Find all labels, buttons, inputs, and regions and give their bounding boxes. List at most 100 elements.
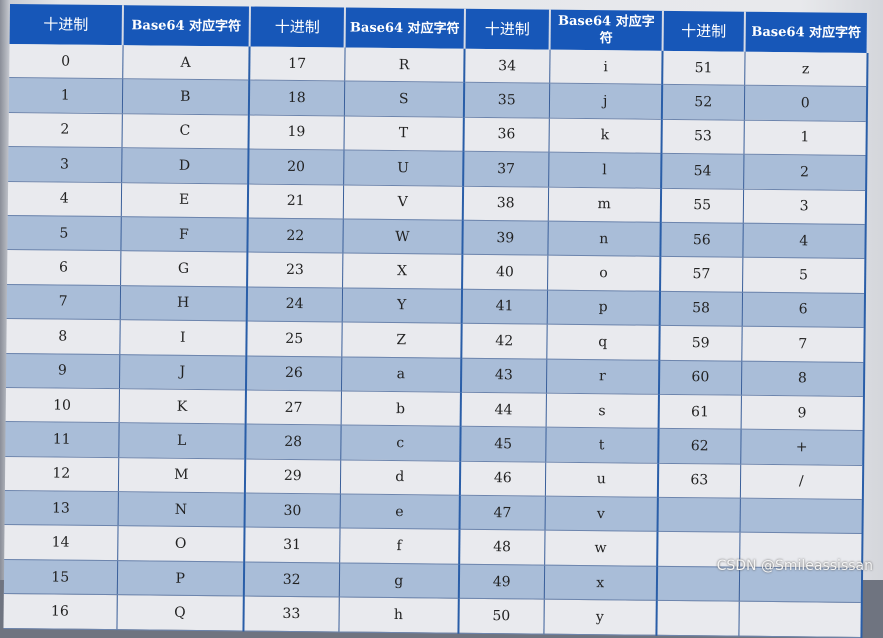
decimal-cell: 39 bbox=[462, 220, 548, 256]
decimal-cell: 0 bbox=[9, 43, 123, 80]
decimal-cell bbox=[657, 497, 740, 533]
base64-char-cell: H bbox=[119, 285, 248, 322]
base64-char-cell bbox=[738, 601, 862, 638]
decimal-cell: 60 bbox=[658, 359, 742, 396]
base64-char-cell: r bbox=[545, 358, 660, 395]
decimal-cell: 50 bbox=[458, 598, 544, 634]
decimal-cell: 42 bbox=[461, 323, 547, 359]
decimal-cell: 1 bbox=[8, 77, 123, 114]
decimal-cell: 53 bbox=[661, 119, 744, 155]
decimal-cell: 28 bbox=[245, 424, 341, 460]
base64-char-cell: 2 bbox=[743, 154, 867, 191]
base64-char-cell: 3 bbox=[742, 188, 867, 225]
base64-char-cell: T bbox=[343, 115, 464, 152]
decimal-cell: 30 bbox=[244, 493, 340, 529]
base64-char-cell: c bbox=[340, 425, 461, 461]
base64-char-cell: 0 bbox=[743, 85, 868, 122]
base64-char-cell: a bbox=[340, 356, 462, 393]
base64-char-cell: D bbox=[121, 147, 249, 184]
base64-char-cell: b bbox=[340, 390, 461, 427]
base64-char-cell: w bbox=[544, 530, 658, 567]
base64-char-cell: F bbox=[120, 216, 248, 253]
base64-char-cell: E bbox=[120, 182, 249, 218]
base64-char-cell: f bbox=[339, 528, 460, 565]
decimal-cell: 31 bbox=[244, 527, 340, 563]
header-decimal: 十进制 bbox=[464, 8, 550, 50]
decimal-cell: 18 bbox=[248, 80, 345, 116]
decimal-cell: 8 bbox=[6, 318, 120, 355]
decimal-cell: 38 bbox=[462, 185, 549, 222]
base64-char-cell: u bbox=[544, 461, 659, 498]
base64-char-cell: R bbox=[344, 47, 465, 83]
base64-char-cell: o bbox=[547, 255, 661, 292]
base64-char-cell: W bbox=[342, 218, 463, 255]
base64-char-cell: / bbox=[739, 463, 864, 500]
base64-char-cell: z bbox=[744, 51, 868, 87]
base64-char-cell: 4 bbox=[742, 223, 866, 259]
decimal-cell: 27 bbox=[245, 389, 341, 426]
decimal-cell: 57 bbox=[660, 256, 743, 292]
base64-char-cell bbox=[739, 498, 863, 534]
decimal-cell: 34 bbox=[464, 48, 550, 84]
base64-char-cell: j bbox=[548, 83, 663, 120]
decimal-cell: 41 bbox=[461, 288, 548, 325]
base64-char-cell: m bbox=[547, 186, 662, 223]
decimal-cell: 16 bbox=[3, 593, 117, 630]
decimal-cell: 52 bbox=[661, 84, 745, 120]
base64-char-cell: n bbox=[547, 221, 661, 257]
base64-char-cell: d bbox=[339, 459, 461, 496]
decimal-cell: 10 bbox=[5, 387, 119, 423]
base64-char-cell: 5 bbox=[742, 257, 866, 294]
decimal-cell: 48 bbox=[459, 529, 545, 565]
decimal-cell: 29 bbox=[244, 458, 341, 495]
base64-char-cell: 1 bbox=[743, 119, 867, 156]
decimal-cell: 5 bbox=[7, 215, 121, 252]
decimal-cell bbox=[656, 600, 739, 636]
base64-char-cell: Y bbox=[341, 287, 463, 324]
base64-char-cell: I bbox=[119, 319, 247, 356]
header-decimal: 十进制 bbox=[9, 4, 123, 46]
base64-char-cell: G bbox=[120, 251, 248, 287]
decimal-cell: 43 bbox=[460, 357, 547, 394]
base64-char-cell: X bbox=[342, 253, 463, 289]
decimal-cell: 62 bbox=[658, 428, 741, 464]
decimal-cell: 14 bbox=[4, 524, 118, 561]
header-base64-char: Base64 对应字符 bbox=[122, 5, 250, 47]
header-decimal: 十进制 bbox=[249, 6, 345, 48]
decimal-cell: 23 bbox=[247, 252, 343, 288]
header-base64-char: Base64 对应字符 bbox=[744, 11, 868, 53]
decimal-cell: 61 bbox=[658, 394, 741, 430]
base64-char-cell: K bbox=[118, 388, 246, 425]
decimal-cell: 3 bbox=[8, 146, 122, 183]
decimal-cell: 11 bbox=[5, 421, 119, 458]
decimal-cell: 2 bbox=[8, 112, 122, 148]
base64-char-cell: Z bbox=[341, 322, 462, 358]
header-base64-char: Base64 对应字符 bbox=[549, 9, 663, 51]
decimal-cell: 6 bbox=[7, 249, 121, 286]
base64-char-cell: P bbox=[116, 560, 245, 597]
decimal-cell: 17 bbox=[249, 46, 345, 82]
base64-char-cell: s bbox=[545, 393, 659, 429]
base64-char-cell: A bbox=[122, 45, 250, 81]
base64-char-cell: h bbox=[338, 597, 459, 633]
base64-char-cell: e bbox=[339, 494, 460, 530]
decimal-cell: 47 bbox=[459, 495, 545, 531]
decimal-cell: 12 bbox=[4, 456, 119, 492]
decimal-cell: 24 bbox=[246, 286, 343, 323]
base64-char-cell: N bbox=[117, 491, 245, 528]
decimal-cell: 22 bbox=[247, 217, 343, 254]
base64-char-cell: J bbox=[118, 354, 247, 390]
decimal-cell: 44 bbox=[460, 392, 546, 428]
header-decimal: 十进制 bbox=[662, 10, 745, 52]
decimal-cell: 37 bbox=[463, 151, 549, 187]
base64-char-cell: t bbox=[545, 427, 659, 464]
decimal-cell: 58 bbox=[659, 291, 743, 327]
decimal-cell: 13 bbox=[4, 490, 118, 527]
decimal-cell: 7 bbox=[6, 284, 121, 320]
decimal-cell: 51 bbox=[662, 50, 745, 86]
decimal-cell: 36 bbox=[463, 117, 549, 153]
base64-char-cell: x bbox=[543, 564, 658, 601]
base64-char-cell: Q bbox=[116, 594, 244, 631]
base64-char-cell: 6 bbox=[741, 291, 866, 328]
base64-char-cell: C bbox=[121, 113, 249, 150]
